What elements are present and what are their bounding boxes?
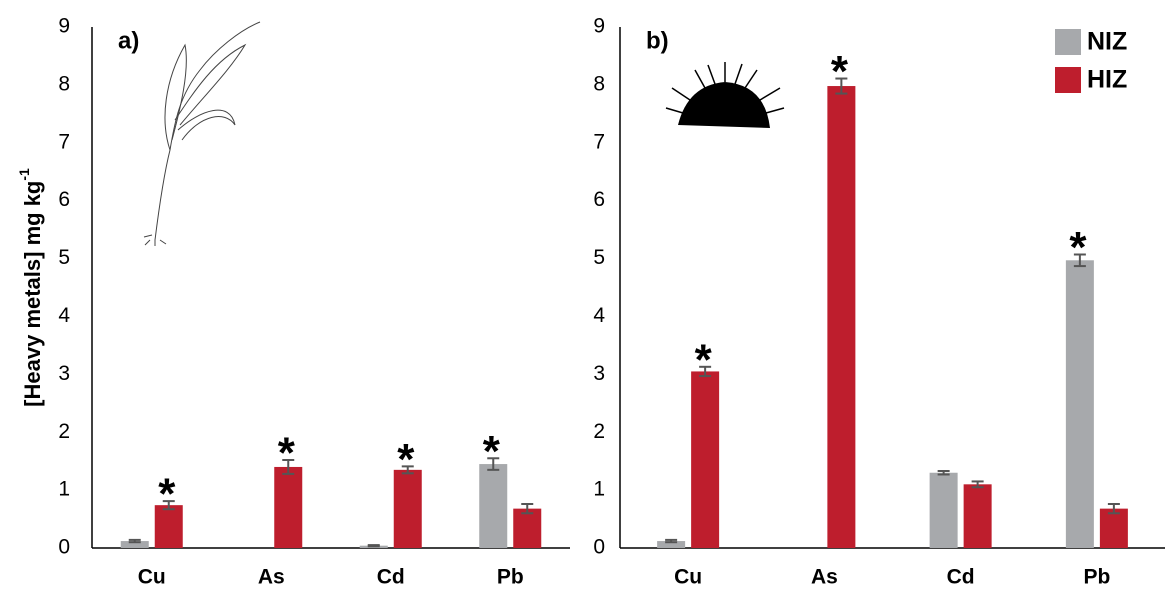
x-tick-label: As	[811, 566, 838, 589]
error-bar	[971, 480, 984, 489]
y-tick-label: 4	[593, 304, 605, 327]
x-tick-label: Pb	[1083, 566, 1110, 589]
y-tick-label: 2	[58, 420, 70, 443]
urchin-icon	[665, 62, 785, 128]
panel-label: b)	[646, 27, 669, 54]
bar	[1099, 508, 1128, 548]
bar	[1065, 260, 1094, 548]
y-tick-label: 7	[593, 130, 605, 153]
significance-marker: *	[1069, 223, 1087, 272]
y-tick-label: 7	[58, 130, 70, 153]
x-tick-label: Cd	[947, 566, 975, 589]
y-tick-label: 0	[593, 536, 605, 559]
error-bar	[128, 538, 141, 544]
y-label-main: [Heavy metals] mg kg	[20, 181, 45, 407]
significance-marker: *	[483, 427, 501, 476]
error-bar	[1107, 503, 1120, 515]
bar	[479, 464, 508, 548]
y-tick-label: 5	[58, 246, 70, 269]
bar	[657, 541, 686, 548]
kelp-icon	[143, 21, 261, 246]
legend-swatch	[1055, 67, 1081, 93]
error-bar	[162, 500, 175, 511]
bar	[120, 541, 149, 548]
y-tick-label: 1	[58, 478, 70, 501]
y-tick-label: 3	[593, 362, 605, 385]
y-tick-label: 2	[593, 420, 605, 443]
error-bar	[835, 77, 848, 95]
legend-swatch	[1055, 29, 1081, 55]
panel-label: a)	[118, 27, 139, 54]
bar	[513, 508, 542, 548]
error-bar	[282, 459, 295, 475]
y-tick-label: 6	[593, 188, 605, 211]
error-bar	[367, 544, 380, 548]
error-bar	[699, 365, 712, 378]
x-tick-label: Pb	[497, 566, 524, 589]
bar	[154, 505, 183, 548]
y-label-sup: -1	[16, 168, 32, 181]
error-bar	[937, 470, 950, 476]
error-bar	[1073, 253, 1086, 268]
legend-label: HIZ	[1087, 66, 1127, 94]
bar	[929, 472, 958, 548]
significance-marker: *	[278, 429, 296, 478]
bar	[691, 371, 720, 548]
bar	[393, 469, 422, 548]
y-tick-label: 8	[593, 72, 605, 95]
x-tick-label: Cu	[674, 566, 702, 589]
error-bar	[665, 538, 678, 544]
bar	[827, 86, 856, 549]
bar	[963, 484, 992, 548]
significance-marker: *	[397, 435, 415, 484]
x-tick-label: As	[258, 566, 285, 589]
y-tick-label: 6	[58, 188, 70, 211]
legend-label: NIZ	[1087, 28, 1127, 56]
error-bar	[401, 465, 414, 475]
y-tick-label: 9	[593, 15, 605, 38]
significance-marker: *	[695, 335, 713, 384]
error-bar	[521, 503, 534, 515]
y-tick-label: 0	[58, 536, 70, 559]
y-axis-label: [Heavy metals] mg kg-1	[16, 168, 45, 407]
y-tick-label: 3	[58, 362, 70, 385]
significance-marker: *	[831, 47, 849, 96]
x-tick-label: Cu	[138, 566, 166, 589]
y-tick-label: 4	[58, 304, 70, 327]
y-tick-label: 8	[58, 72, 70, 95]
y-tick-label: 5	[593, 246, 605, 269]
y-tick-label: 1	[593, 478, 605, 501]
bar	[274, 466, 303, 548]
significance-marker: *	[158, 470, 176, 519]
error-bar	[487, 457, 500, 471]
x-tick-label: Cd	[377, 566, 405, 589]
y-tick-label: 9	[58, 15, 70, 38]
